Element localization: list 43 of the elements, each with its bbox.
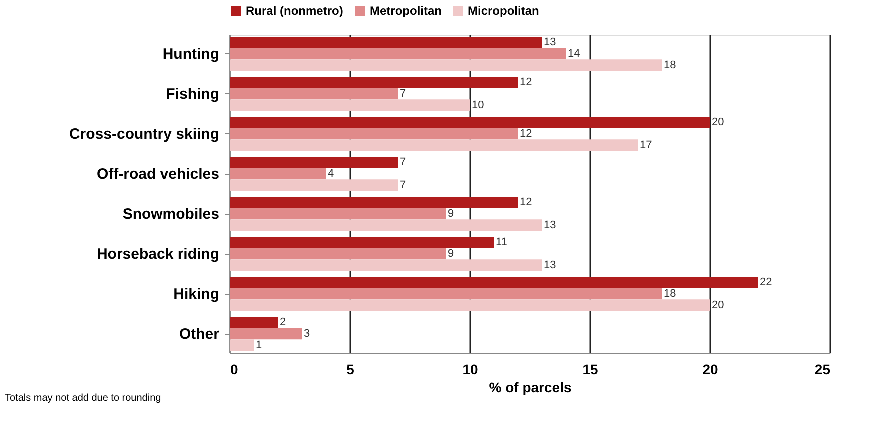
data-label: 13 [544, 219, 556, 232]
data-label: 13 [544, 36, 556, 49]
data-label: 10 [472, 99, 484, 112]
y-tick-label: Hiking [174, 286, 220, 303]
y-tick-label: Snowmobiles [122, 206, 220, 223]
data-label: 18 [664, 288, 676, 300]
data-label: 14 [568, 48, 580, 60]
legend-label: Metropolitan [370, 4, 442, 18]
legend-label: Micropolitan [468, 4, 540, 18]
data-label: 9 [448, 208, 454, 220]
legend-label: Rural (nonmetro) [246, 4, 344, 18]
y-tick-label: Other [179, 326, 220, 343]
data-label: 12 [520, 76, 532, 89]
data-label: 9 [448, 248, 454, 260]
data-label: 7 [400, 88, 406, 100]
x-tick-label: 20 [702, 362, 718, 378]
text: Totals may not add due to rounding [5, 393, 162, 404]
x-tick-label: 15 [582, 362, 598, 378]
data-label: 20 [712, 299, 724, 312]
data-label: 20 [712, 116, 724, 129]
x-tick-label: 10 [462, 362, 478, 378]
data-label: 3 [304, 328, 310, 340]
y-tick-label: Cross-country skiing [69, 126, 220, 143]
data-label: 12 [520, 128, 532, 140]
x-tick-label: 0 [230, 362, 238, 378]
y-tick-label: Horseback riding [96, 246, 220, 263]
data-label: 7 [400, 179, 406, 192]
data-label: 22 [760, 276, 772, 289]
data-label: 7 [400, 156, 406, 169]
data-label: 17 [640, 139, 652, 152]
y-tick-label: Fishing [166, 86, 220, 103]
data-label: 4 [328, 168, 334, 180]
x-axis-title: % of parcels [489, 380, 572, 396]
data-label: 13 [544, 259, 556, 272]
data-label: 11 [496, 236, 508, 249]
data-label: 1 [256, 339, 262, 352]
data-label: 18 [664, 59, 676, 72]
y-tick-label: Off-road vehicles [96, 166, 220, 183]
data-label: 2 [280, 316, 286, 329]
x-tick-label: 25 [814, 362, 831, 378]
x-tick-label: 5 [346, 362, 355, 378]
y-tick-label: Hunting [162, 46, 220, 63]
data-label: 12 [520, 196, 532, 209]
